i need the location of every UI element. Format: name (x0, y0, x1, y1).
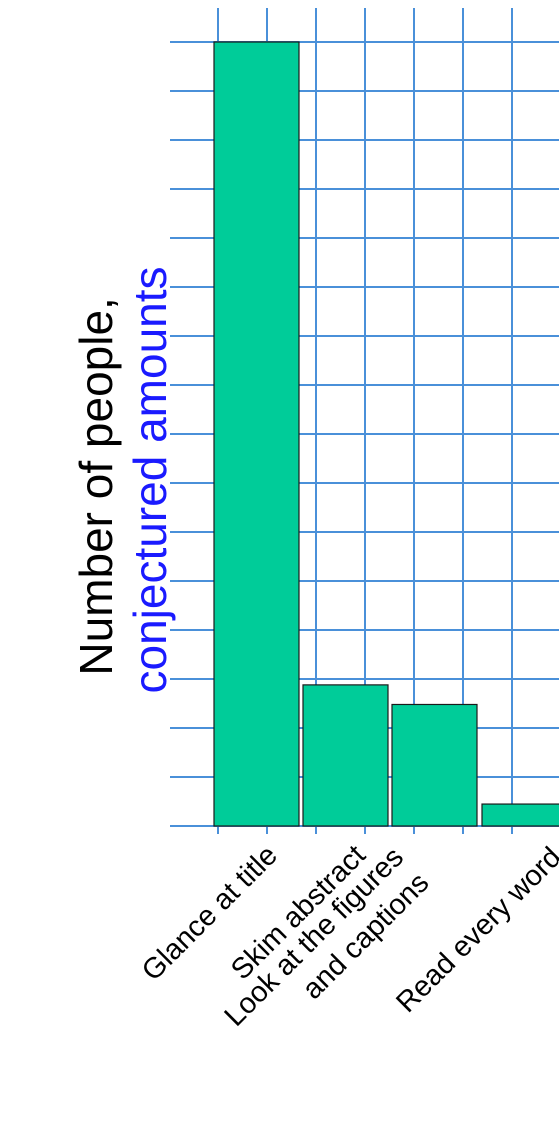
bars (213, 41, 559, 827)
x-tick-label-line: Read every word (390, 841, 559, 1019)
x-tick-label: Read every word (390, 841, 559, 1019)
y-axis-label-line1: Number of people, (70, 297, 122, 675)
bar-2 (302, 684, 389, 827)
bar-4 (481, 803, 559, 827)
y-axis-label-line2: conjectured amounts (124, 266, 176, 693)
bar-3 (391, 703, 478, 827)
bar-1 (213, 41, 300, 827)
y-axis-label: Number of people, conjectured amounts (70, 266, 176, 693)
